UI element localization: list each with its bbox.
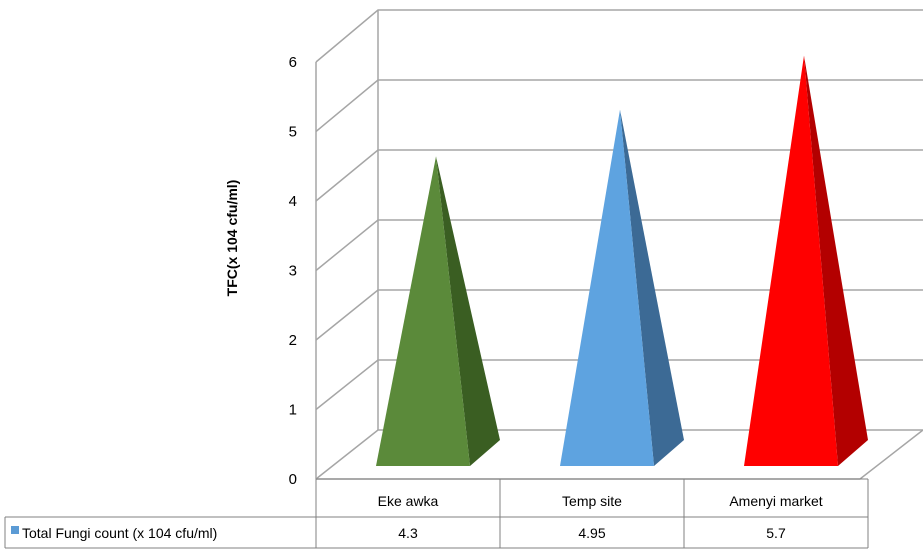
x-category-label: Eke awka [378, 493, 439, 509]
legend-key [11, 526, 19, 534]
pyramid-front-face [744, 55, 838, 466]
pyramid-bar [560, 109, 684, 466]
gridline [315, 149, 923, 202]
pyramid-front-face [376, 156, 470, 466]
data-value-label: 5.7 [766, 525, 786, 541]
y-tick-label: 3 [289, 263, 297, 280]
pyramid-side-face [436, 156, 500, 466]
pyramid-front-face [560, 109, 654, 466]
y-axis-ticks: 0 1 2 3 4 5 6 [289, 54, 297, 488]
gridline [315, 429, 923, 480]
gridlines [315, 9, 923, 480]
series-name-label: Total Fungi count (x 104 cfu/ml) [22, 525, 217, 541]
y-tick-label: 5 [289, 124, 297, 141]
gridline [315, 219, 923, 272]
y-tick-label: 0 [289, 471, 297, 488]
pyramids [376, 55, 868, 466]
y-tick-label: 2 [289, 332, 297, 349]
x-category-label: Amenyi market [729, 493, 822, 509]
pyramid-bar [376, 156, 500, 466]
pyramid-side-face [620, 109, 684, 466]
y-tick-label: 1 [289, 402, 297, 419]
gridline [315, 289, 923, 341]
y-tick-label: 4 [289, 193, 297, 210]
gridline [315, 79, 923, 133]
gridline [315, 9, 923, 63]
gridline [315, 359, 923, 411]
pyramid-bar [744, 55, 868, 466]
x-category-label: Temp site [562, 493, 622, 509]
y-tick-label: 6 [289, 54, 297, 71]
pyramid-side-face [804, 55, 868, 466]
data-table: Eke awka Temp site Amenyi market 4.3 4.95 5.7… [4, 478, 869, 549]
data-value-label: 4.95 [578, 525, 605, 541]
data-value-label: 4.3 [398, 525, 418, 541]
y-axis-label: TFC(x 104 cfu/ml) [224, 180, 240, 297]
